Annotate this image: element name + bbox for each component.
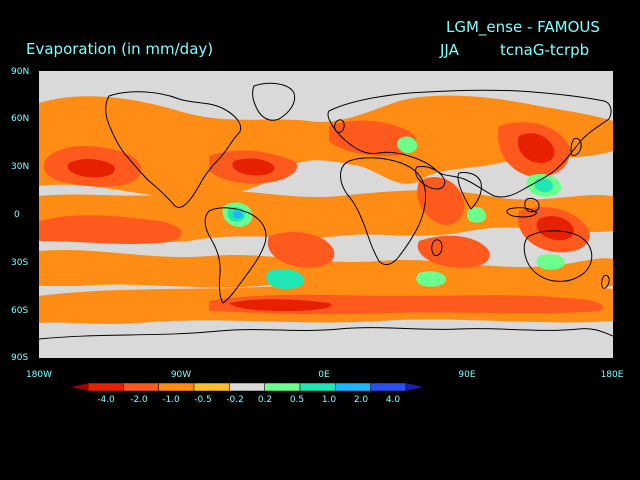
north-indian-red	[417, 177, 465, 225]
difference-label: tcnaG-tcrpb	[500, 41, 590, 59]
south-pacific-green	[536, 254, 566, 270]
amazon-blue	[232, 211, 242, 219]
india-coast	[457, 172, 482, 210]
colorbar-label: -0.5	[194, 395, 212, 405]
north-atlantic-core	[232, 158, 275, 176]
coastlines	[39, 82, 613, 340]
lon-label-180e: 180E	[600, 370, 624, 380]
colorbar-label: -0.2	[226, 395, 244, 405]
lon-label-90e: 90E	[458, 370, 476, 380]
eurasia-red	[329, 120, 417, 156]
map-title: Evaporation (in mm/day)	[26, 40, 214, 58]
mediterranean-green	[396, 136, 418, 154]
colorbar-swatch	[193, 382, 230, 392]
lat-label-0: 0	[14, 210, 20, 220]
japan-coast	[570, 138, 582, 156]
madagascar-coast	[431, 239, 443, 256]
model-label: LGM_ense - FAMOUS	[446, 18, 600, 36]
lat-label-30s: 30S	[11, 258, 29, 268]
colorbar-label: 4.0	[385, 395, 401, 405]
colorbar-swatch	[158, 382, 195, 392]
season-label: JJA	[440, 41, 459, 59]
greenland-coast	[252, 82, 296, 121]
lon-label-90w: 90W	[170, 370, 192, 380]
colorbar-swatch	[299, 382, 336, 392]
north-pacific-core	[67, 159, 115, 178]
colorbar	[70, 382, 424, 392]
colorbar-swatch	[229, 382, 265, 392]
south-atlantic-red	[267, 231, 335, 268]
colorbar-swatch	[370, 382, 407, 392]
colorbar-label: 1.0	[321, 395, 337, 405]
north-america-coast	[105, 91, 242, 208]
lat-label-90n: 90N	[11, 67, 30, 77]
east-asia-core	[517, 133, 555, 163]
arabia-coast	[415, 166, 446, 190]
colorbar-label: 0.2	[257, 395, 273, 405]
colorbar-swatch	[70, 382, 89, 392]
australia-coast	[523, 230, 593, 282]
lon-label-180w: 180W	[25, 370, 53, 380]
lon-label-0e: 0E	[318, 370, 330, 380]
colorbar-label: 2.0	[353, 395, 369, 405]
lat-label-60n: 60N	[11, 114, 30, 124]
india-green	[466, 207, 487, 223]
new-zealand-coast	[601, 274, 610, 289]
tropical-pacific-red	[39, 215, 182, 244]
colorbar-label: -4.0	[97, 395, 115, 405]
southern-ocean-core	[229, 299, 332, 311]
colorbar-swatch	[405, 382, 424, 392]
colorbar-swatch	[87, 382, 124, 392]
southern-subtropical-band	[39, 249, 613, 288]
colorbar-label: 0.5	[289, 395, 305, 405]
lat-label-90s: 90S	[11, 353, 29, 363]
colorbar-swatch	[264, 382, 301, 392]
arabian-teal	[534, 178, 553, 193]
south-atlantic-green	[266, 268, 305, 289]
antarctica-coast	[39, 327, 613, 340]
lat-label-30n: 30N	[11, 162, 30, 172]
colorbar-label: -2.0	[130, 395, 148, 405]
tropical-north-band	[39, 189, 613, 243]
eurasia-coast	[327, 89, 612, 198]
south-indian-red	[417, 235, 490, 268]
indonesia-coast	[506, 207, 538, 218]
maritime-core	[536, 216, 574, 241]
colorbar-label: -1.0	[162, 395, 180, 405]
uk-coast	[334, 119, 345, 133]
lat-label-60s: 60S	[11, 306, 29, 316]
africa-coast	[340, 157, 427, 266]
negative-anomaly-fields	[39, 95, 613, 324]
colorbar-swatch	[335, 382, 371, 392]
positive-anomaly-fields	[222, 136, 566, 289]
southern-ocean-green	[416, 271, 447, 287]
colorbar-swatch	[123, 382, 159, 392]
north-atlantic-pacific-band	[39, 95, 613, 198]
borneo-coast	[524, 197, 540, 213]
evaporation-map	[39, 71, 613, 358]
south-america-coast	[204, 207, 267, 304]
